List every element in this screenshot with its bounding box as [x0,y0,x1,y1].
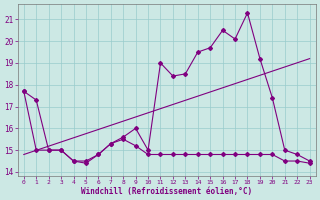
X-axis label: Windchill (Refroidissement éolien,°C): Windchill (Refroidissement éolien,°C) [81,187,252,196]
